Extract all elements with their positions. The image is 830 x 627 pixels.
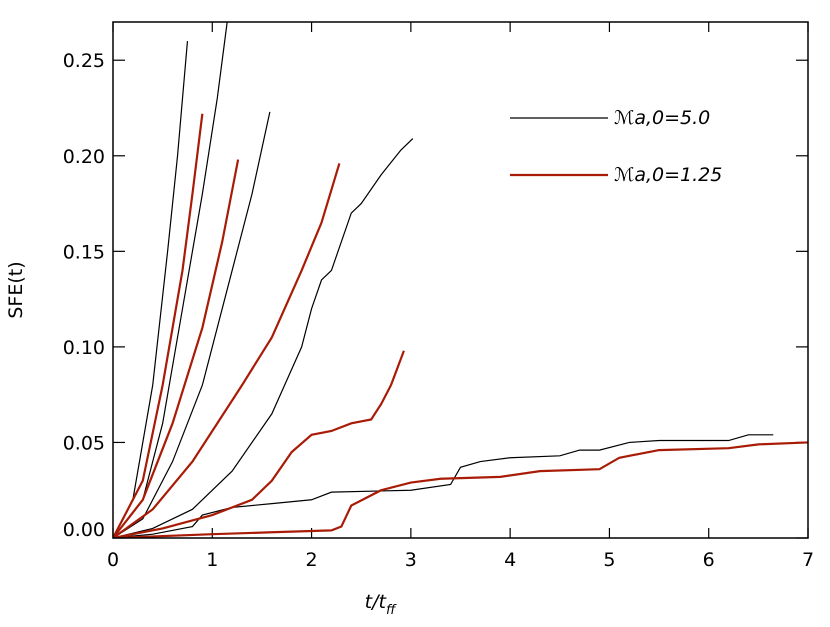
curve <box>113 113 204 538</box>
x-tick-label: 0 <box>107 549 119 571</box>
y-tick-label: 0.20 <box>63 146 105 168</box>
x-tick-label: 5 <box>603 549 615 571</box>
y-tick-label: 0.25 <box>63 50 105 72</box>
curve <box>113 163 341 538</box>
y-tick-label: 0.05 <box>63 432 105 454</box>
x-tick-label: 6 <box>703 549 715 571</box>
curve <box>113 159 240 538</box>
curve <box>113 111 271 538</box>
curve <box>113 441 808 538</box>
x-label-main: t/t <box>365 591 388 613</box>
y-axis-label: SFE(t) <box>5 261 27 318</box>
x-tick-label: 7 <box>802 549 814 571</box>
y-tick-label: 0.00 <box>63 519 105 541</box>
legend-label: ℳa,0=5.0 <box>614 107 710 129</box>
curve <box>113 350 405 538</box>
x-tick-label: 3 <box>405 549 417 571</box>
curve <box>113 434 774 538</box>
x-tick-label: 2 <box>306 549 318 571</box>
curve <box>113 41 189 538</box>
curve <box>113 138 414 538</box>
x-tick-label: 4 <box>504 549 516 571</box>
x-axis-label: t/tff <box>365 591 397 618</box>
y-tick-label: 0.15 <box>63 241 105 263</box>
x-tick-label: 1 <box>206 549 218 571</box>
x-label-sub: ff <box>386 603 397 618</box>
y-tick-label: 0.10 <box>63 337 105 359</box>
curve <box>113 22 228 538</box>
legend-label: ℳa,0=1.25 <box>614 164 722 186</box>
plot-frame <box>112 21 809 539</box>
